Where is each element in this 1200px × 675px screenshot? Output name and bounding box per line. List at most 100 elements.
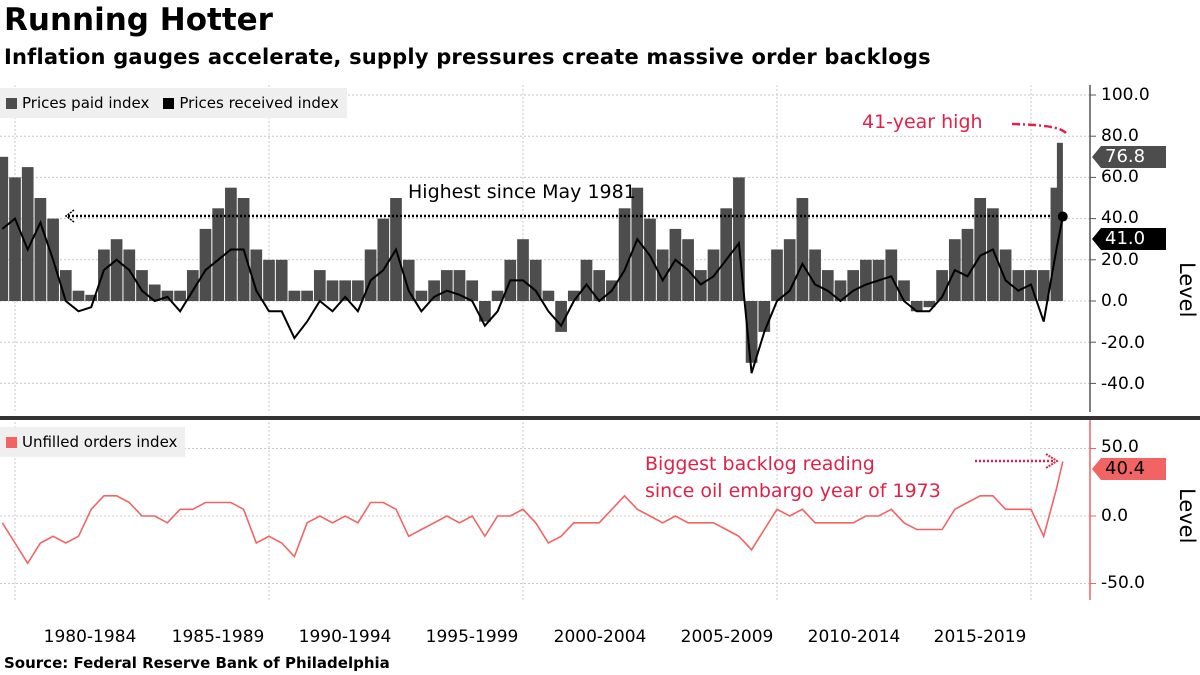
last-value-tag-prices-received: 41.0 — [1092, 228, 1166, 250]
annotation-backlog-line2: since oil embargo year of 1973 — [645, 480, 941, 502]
y-tick-label: -40.0 — [1101, 374, 1145, 394]
bar-prices-paid — [1056, 142, 1063, 301]
panel-divider — [0, 416, 1200, 420]
bar-prices-paid — [771, 249, 783, 301]
last-point-marker — [1057, 211, 1068, 222]
bar-prices-paid — [631, 187, 644, 301]
legend-label: Unfilled orders index — [22, 433, 178, 451]
y-tick-label: 20.0 — [1101, 250, 1139, 270]
bar-prices-paid — [618, 208, 631, 301]
chart-subtitle: Inflation gauges accelerate, supply pres… — [4, 45, 931, 69]
y-tick-label: 80.0 — [1101, 126, 1139, 146]
bar-prices-paid — [123, 249, 136, 301]
arrow-head-icon — [64, 209, 75, 223]
y-tick-label: 60.0 — [1101, 167, 1139, 187]
bar-prices-paid — [517, 239, 529, 301]
bar-prices-paid — [34, 198, 47, 301]
bar-prices-paid — [1012, 270, 1025, 301]
bar-prices-paid — [923, 301, 936, 308]
source-note: Source: Federal Reserve Bank of Philadel… — [4, 654, 390, 672]
annotation-highest-since: Highest since May 1981 — [408, 181, 636, 203]
bar-prices-paid — [98, 249, 110, 301]
bar-prices-paid — [999, 249, 1012, 301]
bar-prices-paid — [428, 280, 440, 301]
legend-bottom: Unfilled orders index — [0, 427, 186, 457]
legend-item-prices-paid: Prices paid index — [6, 94, 149, 112]
bar-prices-paid — [860, 259, 872, 301]
line-unfilled-orders — [1, 461, 1064, 565]
bar-prices-paid — [225, 187, 237, 301]
bar-prices-paid — [440, 270, 453, 301]
y-tick-label: 50.0 — [1101, 437, 1139, 457]
bar-prices-paid — [898, 280, 910, 301]
bar-prices-paid — [415, 290, 428, 301]
bar-prices-paid — [745, 301, 758, 363]
y-tick-label: 0.0 — [1101, 506, 1129, 526]
last-value-tag-prices-paid: 76.8 — [1092, 146, 1166, 168]
bar-prices-paid — [910, 301, 923, 312]
bar-prices-paid — [847, 270, 860, 301]
y-axis-label-bottom: Level — [1175, 488, 1199, 544]
x-tick-label: 2000-2004 — [553, 627, 647, 647]
legend-item-prices-received: Prices received index — [163, 94, 339, 112]
bar-prices-paid — [402, 259, 415, 301]
y-tick-label: -20.0 — [1101, 333, 1145, 353]
bar-prices-paid — [644, 218, 656, 301]
y-axis-label-top: Level — [1175, 262, 1199, 318]
arrow-head-icon — [1045, 453, 1059, 469]
x-tick-label: 2005-2009 — [680, 627, 774, 647]
bar-prices-paid — [339, 280, 352, 301]
y-tick-label: 0.0 — [1101, 291, 1129, 311]
annotation-connector-41-year — [1011, 122, 1067, 134]
bar-prices-paid — [110, 239, 123, 301]
bar-prices-paid — [352, 280, 364, 301]
bar-prices-paid — [326, 280, 339, 301]
legend-item-unfilled-orders: Unfilled orders index — [6, 433, 177, 451]
bar-prices-paid — [59, 270, 72, 301]
bar-prices-paid — [733, 177, 745, 301]
bar-prices-paid — [720, 208, 733, 301]
bar-prices-paid — [529, 259, 542, 301]
bar-prices-paid — [555, 301, 567, 332]
bar-prices-paid — [669, 228, 682, 301]
chart-title: Running Hotter — [4, 2, 273, 38]
bar-prices-paid — [136, 270, 148, 301]
bar-prices-paid — [275, 259, 288, 301]
legend-label: Prices paid index — [22, 94, 150, 112]
bar-prices-paid — [580, 259, 593, 301]
bar-prices-paid — [491, 290, 504, 301]
bar-prices-paid — [72, 290, 85, 301]
bar-prices-paid — [250, 249, 263, 301]
bar-prices-paid — [85, 294, 98, 301]
legend-top: Prices paid index Prices received index — [0, 88, 347, 118]
bar-prices-paid — [453, 270, 466, 301]
y-tick-label: 40.0 — [1101, 208, 1139, 228]
bar-prices-paid — [263, 259, 275, 301]
x-tick-label: 2010-2014 — [807, 627, 901, 647]
bar-prices-paid — [479, 301, 491, 322]
bar-prices-paid — [174, 290, 186, 301]
legend-label: Prices received index — [179, 94, 339, 112]
y-tick-label: -50.0 — [1101, 573, 1145, 593]
bar-prices-paid — [987, 208, 999, 301]
line-prices-received — [1, 216, 1064, 374]
x-tick-label: 1985-1989 — [171, 627, 265, 647]
bar-prices-paid — [377, 218, 390, 301]
x-tick-label: 1980-1984 — [43, 627, 137, 647]
x-tick-label: 1995-1999 — [425, 627, 519, 647]
y-tick-label: 100.0 — [1101, 85, 1150, 105]
bar-prices-paid — [936, 270, 948, 301]
annotation-backlog-line1: Biggest backlog reading — [645, 453, 875, 475]
bar-prices-paid — [21, 167, 34, 301]
bar-prices-paid — [796, 198, 809, 301]
x-tick-label: 1990-1994 — [298, 627, 392, 647]
bar-prices-paid — [212, 208, 225, 301]
bar-prices-paid — [466, 280, 479, 301]
bar-prices-paid — [961, 228, 974, 301]
bar-prices-paid — [313, 270, 326, 301]
bar-prices-paid — [783, 239, 796, 301]
bar-prices-paid — [758, 301, 771, 332]
bar-prices-paid — [821, 270, 834, 301]
bar-prices-paid — [186, 270, 199, 301]
